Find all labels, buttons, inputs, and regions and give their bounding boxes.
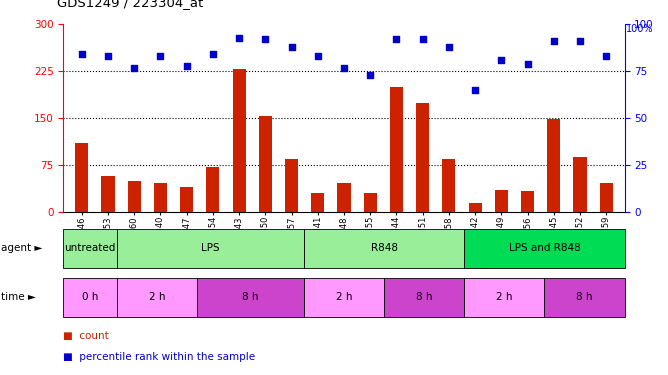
Bar — [363, 193, 377, 212]
Bar — [573, 157, 587, 212]
Point — [496, 57, 507, 63]
Bar — [416, 102, 430, 212]
Point — [155, 53, 166, 59]
Point — [234, 34, 244, 40]
Point — [548, 38, 559, 44]
Bar — [232, 69, 246, 212]
Bar — [180, 187, 193, 212]
Text: 8 h: 8 h — [416, 292, 432, 302]
Point — [339, 64, 349, 70]
Point — [103, 53, 114, 59]
Bar — [304, 278, 384, 317]
Point — [574, 38, 585, 44]
Text: 2 h: 2 h — [336, 292, 352, 302]
Text: 8 h: 8 h — [242, 292, 259, 302]
Text: ■  count: ■ count — [63, 332, 109, 341]
Point — [418, 36, 428, 42]
Bar — [521, 191, 534, 212]
Bar — [304, 229, 464, 268]
Bar — [464, 229, 625, 268]
Point — [522, 61, 533, 67]
Text: R848: R848 — [371, 243, 397, 254]
Text: 8 h: 8 h — [576, 292, 593, 302]
Point — [208, 51, 218, 57]
Bar — [285, 159, 298, 212]
Bar — [63, 278, 117, 317]
Point — [76, 51, 87, 57]
Point — [365, 72, 375, 78]
Point — [391, 36, 402, 42]
Point — [601, 53, 612, 59]
Bar — [128, 181, 141, 212]
Bar — [390, 87, 403, 212]
Text: 2 h: 2 h — [496, 292, 512, 302]
Bar — [206, 167, 220, 212]
Point — [181, 63, 192, 69]
Bar — [259, 116, 272, 212]
Text: LPS: LPS — [201, 243, 220, 254]
Text: LPS and R848: LPS and R848 — [508, 243, 580, 254]
Text: ■  percentile rank within the sample: ■ percentile rank within the sample — [63, 352, 256, 362]
Text: untreated: untreated — [65, 243, 116, 254]
Bar — [197, 278, 304, 317]
Bar — [63, 229, 117, 268]
Bar — [495, 190, 508, 212]
Bar — [442, 159, 456, 212]
Bar — [547, 119, 560, 212]
Bar — [102, 176, 115, 212]
Point — [313, 53, 323, 59]
Bar — [154, 183, 167, 212]
Point — [470, 87, 480, 93]
Point — [260, 36, 271, 42]
Bar — [337, 183, 351, 212]
Text: 0 h: 0 h — [82, 292, 98, 302]
Bar — [75, 143, 88, 212]
Bar — [468, 202, 482, 212]
Point — [286, 44, 297, 50]
Bar — [384, 278, 464, 317]
Text: agent ►: agent ► — [1, 243, 42, 254]
Text: 100%: 100% — [626, 24, 653, 34]
Bar — [117, 229, 304, 268]
Bar — [600, 183, 613, 212]
Text: GDS1249 / 223304_at: GDS1249 / 223304_at — [57, 0, 203, 9]
Bar — [117, 278, 197, 317]
Text: time ►: time ► — [1, 292, 35, 302]
Text: 2 h: 2 h — [149, 292, 165, 302]
Bar — [544, 278, 625, 317]
Point — [444, 44, 454, 50]
Bar — [464, 278, 544, 317]
Point — [129, 64, 140, 70]
Bar — [311, 193, 325, 212]
